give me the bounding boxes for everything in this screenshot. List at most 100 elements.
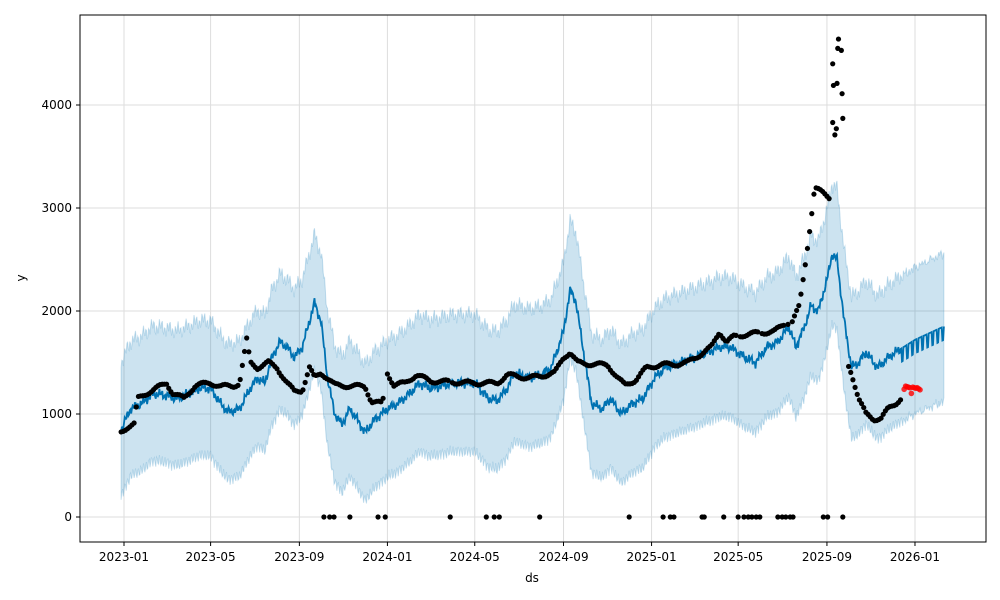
actual-zero-point (347, 514, 353, 520)
actual-point (237, 376, 243, 383)
holdout-point (908, 390, 915, 397)
x-tick-label: 2023-01 (99, 550, 149, 564)
actual-zero-point (327, 514, 333, 520)
actual-point (848, 369, 854, 376)
actual-point (878, 415, 884, 421)
actual-point (163, 381, 170, 387)
x-tick-label: 2026-01 (890, 550, 940, 564)
actual-point (858, 400, 865, 407)
actual-point (839, 91, 845, 97)
actual-point (365, 392, 371, 398)
actual-point (838, 47, 844, 54)
actual-point (244, 335, 250, 341)
actual-point (807, 228, 813, 235)
actual-zero-point (749, 514, 755, 520)
y-tick-label: 1000 (41, 407, 72, 421)
actual-zero-point (757, 514, 763, 520)
x-tick-label: 2023-05 (186, 550, 236, 564)
actual-point (386, 376, 393, 382)
actual-zero-point (491, 514, 497, 520)
actual-point (854, 391, 860, 397)
x-tick-label: 2024-01 (362, 550, 412, 564)
actual-zero-point (496, 514, 502, 520)
actual-point (239, 362, 245, 369)
actual-point (850, 377, 856, 383)
plot-frame (79, 14, 987, 543)
actual-point (809, 211, 815, 217)
actual-point (835, 36, 842, 42)
actual-point (781, 322, 787, 328)
x-tick-label: 2023-09 (274, 550, 324, 564)
actual-point (800, 277, 806, 283)
actual-point (802, 262, 808, 268)
actual-point (785, 321, 791, 327)
actual-zero-point (447, 514, 453, 520)
actual-point (897, 397, 904, 403)
actual-point (840, 115, 846, 121)
actual-zero-point (331, 514, 337, 520)
actual-point (274, 366, 280, 372)
actual-zero-point (741, 514, 747, 520)
actual-point (241, 348, 248, 355)
actual-point (246, 349, 252, 355)
uncertainty-interval (120, 180, 945, 504)
actual-zero-point (783, 514, 789, 520)
actual-point (861, 404, 867, 411)
actual-zero-point (735, 514, 741, 520)
actual-zero-point (775, 514, 781, 520)
actual-zero-point (779, 514, 785, 520)
actual-point (852, 384, 858, 390)
x-axis: 2023-01 2023-05 2023-09 2024-01 2024-05 2024-… (99, 542, 940, 564)
actual-zero-point (721, 514, 727, 520)
actual-point (826, 196, 832, 202)
actual-zero-point (701, 514, 707, 520)
actual-point (133, 404, 139, 410)
x-tick-label: 2024-09 (538, 550, 588, 564)
x-axis-label: ds (525, 571, 539, 585)
actual-zero-point (745, 514, 751, 520)
actual-point (830, 119, 836, 126)
y-axis: 0 1000 2000 3000 4000 (41, 98, 80, 524)
y-tick-label: 0 (64, 510, 72, 524)
actual-point (384, 371, 391, 377)
actual-point (832, 132, 838, 138)
grid (80, 15, 986, 542)
actual-point (789, 319, 795, 325)
y-tick-label: 4000 (41, 98, 72, 112)
actual-point (445, 377, 451, 384)
actual-zero-point (840, 514, 846, 520)
actual-zero-point (820, 514, 826, 520)
actual-zero-point (671, 514, 677, 520)
actual-point (309, 367, 315, 374)
x-tick-label: 2024-05 (450, 550, 500, 564)
actual-point (794, 307, 800, 314)
actual-point (302, 379, 308, 386)
actual-point (733, 332, 739, 339)
actual-zero-point (660, 514, 666, 520)
actual-point (833, 126, 839, 132)
actual-zero-point (321, 514, 327, 520)
holdout-point (917, 386, 923, 393)
actual-zero-point (626, 514, 632, 520)
actual-point (791, 313, 798, 319)
y-tick-label: 3000 (41, 201, 72, 215)
interval-band (120, 180, 945, 504)
actual-point (380, 395, 386, 401)
actual-zero-point (483, 514, 489, 520)
actual-point (796, 302, 802, 309)
x-tick-label: 2025-05 (713, 550, 763, 564)
actual-zero-point (537, 514, 543, 520)
actual-point (811, 191, 817, 197)
actual-zero-point (375, 514, 381, 520)
actual-point (755, 329, 761, 335)
actual-point (845, 363, 852, 370)
x-tick-label: 2025-01 (626, 550, 676, 564)
actual-point (834, 80, 840, 86)
x-tick-label: 2025-09 (802, 550, 852, 564)
actual-zero-point (825, 514, 831, 520)
actual-point (830, 61, 836, 67)
actual-zero-point (382, 514, 388, 520)
holdout-points (901, 383, 923, 397)
actual-point (131, 420, 137, 426)
